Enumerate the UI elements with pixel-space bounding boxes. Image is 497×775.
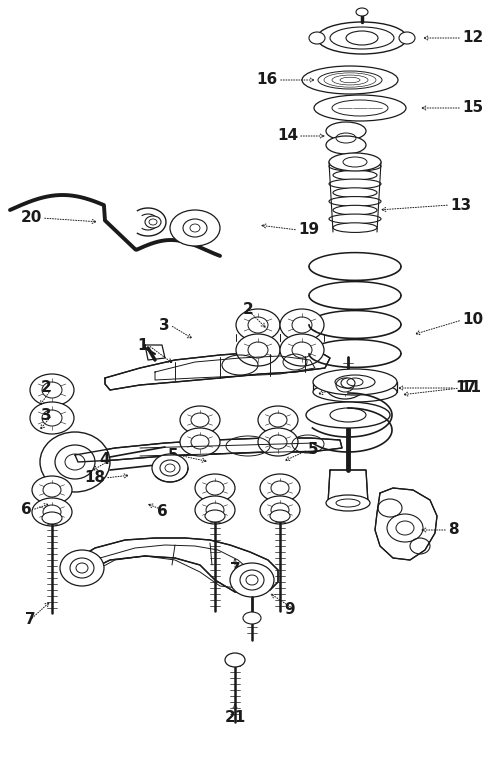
Ellipse shape	[313, 382, 397, 402]
Ellipse shape	[30, 402, 74, 434]
Ellipse shape	[270, 510, 290, 522]
Text: 18: 18	[84, 470, 105, 485]
Ellipse shape	[258, 428, 298, 456]
Ellipse shape	[260, 474, 300, 502]
Ellipse shape	[243, 612, 261, 624]
Text: 7: 7	[25, 612, 35, 628]
Ellipse shape	[280, 309, 324, 341]
Ellipse shape	[329, 179, 381, 188]
Ellipse shape	[341, 378, 355, 388]
Ellipse shape	[329, 161, 381, 171]
Ellipse shape	[180, 406, 220, 434]
Text: 5: 5	[308, 443, 319, 457]
Text: 4: 4	[99, 453, 110, 467]
Ellipse shape	[325, 371, 365, 399]
Text: 2: 2	[41, 381, 52, 395]
Text: 10: 10	[462, 312, 483, 328]
Polygon shape	[105, 350, 330, 390]
Ellipse shape	[317, 22, 407, 54]
Ellipse shape	[195, 496, 235, 524]
Text: 9: 9	[284, 602, 295, 618]
Ellipse shape	[30, 374, 74, 406]
Ellipse shape	[180, 428, 220, 456]
Ellipse shape	[260, 496, 300, 524]
Ellipse shape	[326, 122, 366, 140]
Text: 6: 6	[21, 502, 32, 518]
Text: 19: 19	[298, 222, 319, 237]
Ellipse shape	[306, 402, 390, 428]
Ellipse shape	[329, 153, 381, 171]
Ellipse shape	[399, 32, 415, 44]
Text: 8: 8	[448, 522, 459, 538]
Text: 21: 21	[224, 711, 246, 725]
Text: 20: 20	[20, 211, 42, 226]
Ellipse shape	[195, 474, 235, 502]
Text: 3: 3	[338, 381, 348, 395]
Ellipse shape	[42, 512, 62, 524]
Ellipse shape	[205, 510, 225, 522]
Text: 14: 14	[277, 129, 298, 143]
Polygon shape	[375, 488, 437, 560]
Ellipse shape	[258, 406, 298, 434]
Text: 6: 6	[157, 505, 168, 519]
Ellipse shape	[333, 188, 377, 198]
Ellipse shape	[356, 8, 368, 16]
Text: 1: 1	[138, 337, 148, 353]
Text: 15: 15	[462, 101, 483, 115]
Text: 13: 13	[450, 198, 471, 212]
Polygon shape	[75, 538, 278, 595]
Ellipse shape	[225, 653, 245, 667]
Ellipse shape	[236, 334, 280, 366]
Ellipse shape	[333, 223, 377, 232]
Ellipse shape	[145, 216, 161, 228]
Ellipse shape	[170, 210, 220, 246]
Polygon shape	[75, 438, 342, 462]
Ellipse shape	[32, 498, 72, 526]
Text: 12: 12	[462, 30, 483, 46]
Ellipse shape	[333, 170, 377, 180]
Text: 16: 16	[257, 73, 278, 88]
Ellipse shape	[302, 66, 398, 94]
Ellipse shape	[230, 563, 274, 597]
Ellipse shape	[152, 454, 188, 482]
Ellipse shape	[333, 205, 377, 215]
Text: 11: 11	[460, 381, 481, 395]
Text: 7: 7	[230, 563, 241, 577]
Text: 5: 5	[167, 447, 178, 463]
Ellipse shape	[313, 369, 397, 395]
Ellipse shape	[32, 476, 72, 504]
Text: 3: 3	[41, 408, 52, 422]
Ellipse shape	[309, 32, 325, 44]
Ellipse shape	[40, 432, 110, 492]
Ellipse shape	[314, 95, 406, 121]
Ellipse shape	[236, 309, 280, 341]
Ellipse shape	[329, 214, 381, 224]
Text: 17: 17	[455, 381, 476, 395]
Ellipse shape	[60, 550, 104, 586]
Ellipse shape	[326, 495, 370, 511]
Ellipse shape	[280, 334, 324, 366]
Text: 2: 2	[243, 302, 253, 318]
Polygon shape	[328, 470, 368, 503]
Text: 3: 3	[160, 318, 170, 332]
Ellipse shape	[329, 197, 381, 206]
Ellipse shape	[326, 136, 366, 154]
